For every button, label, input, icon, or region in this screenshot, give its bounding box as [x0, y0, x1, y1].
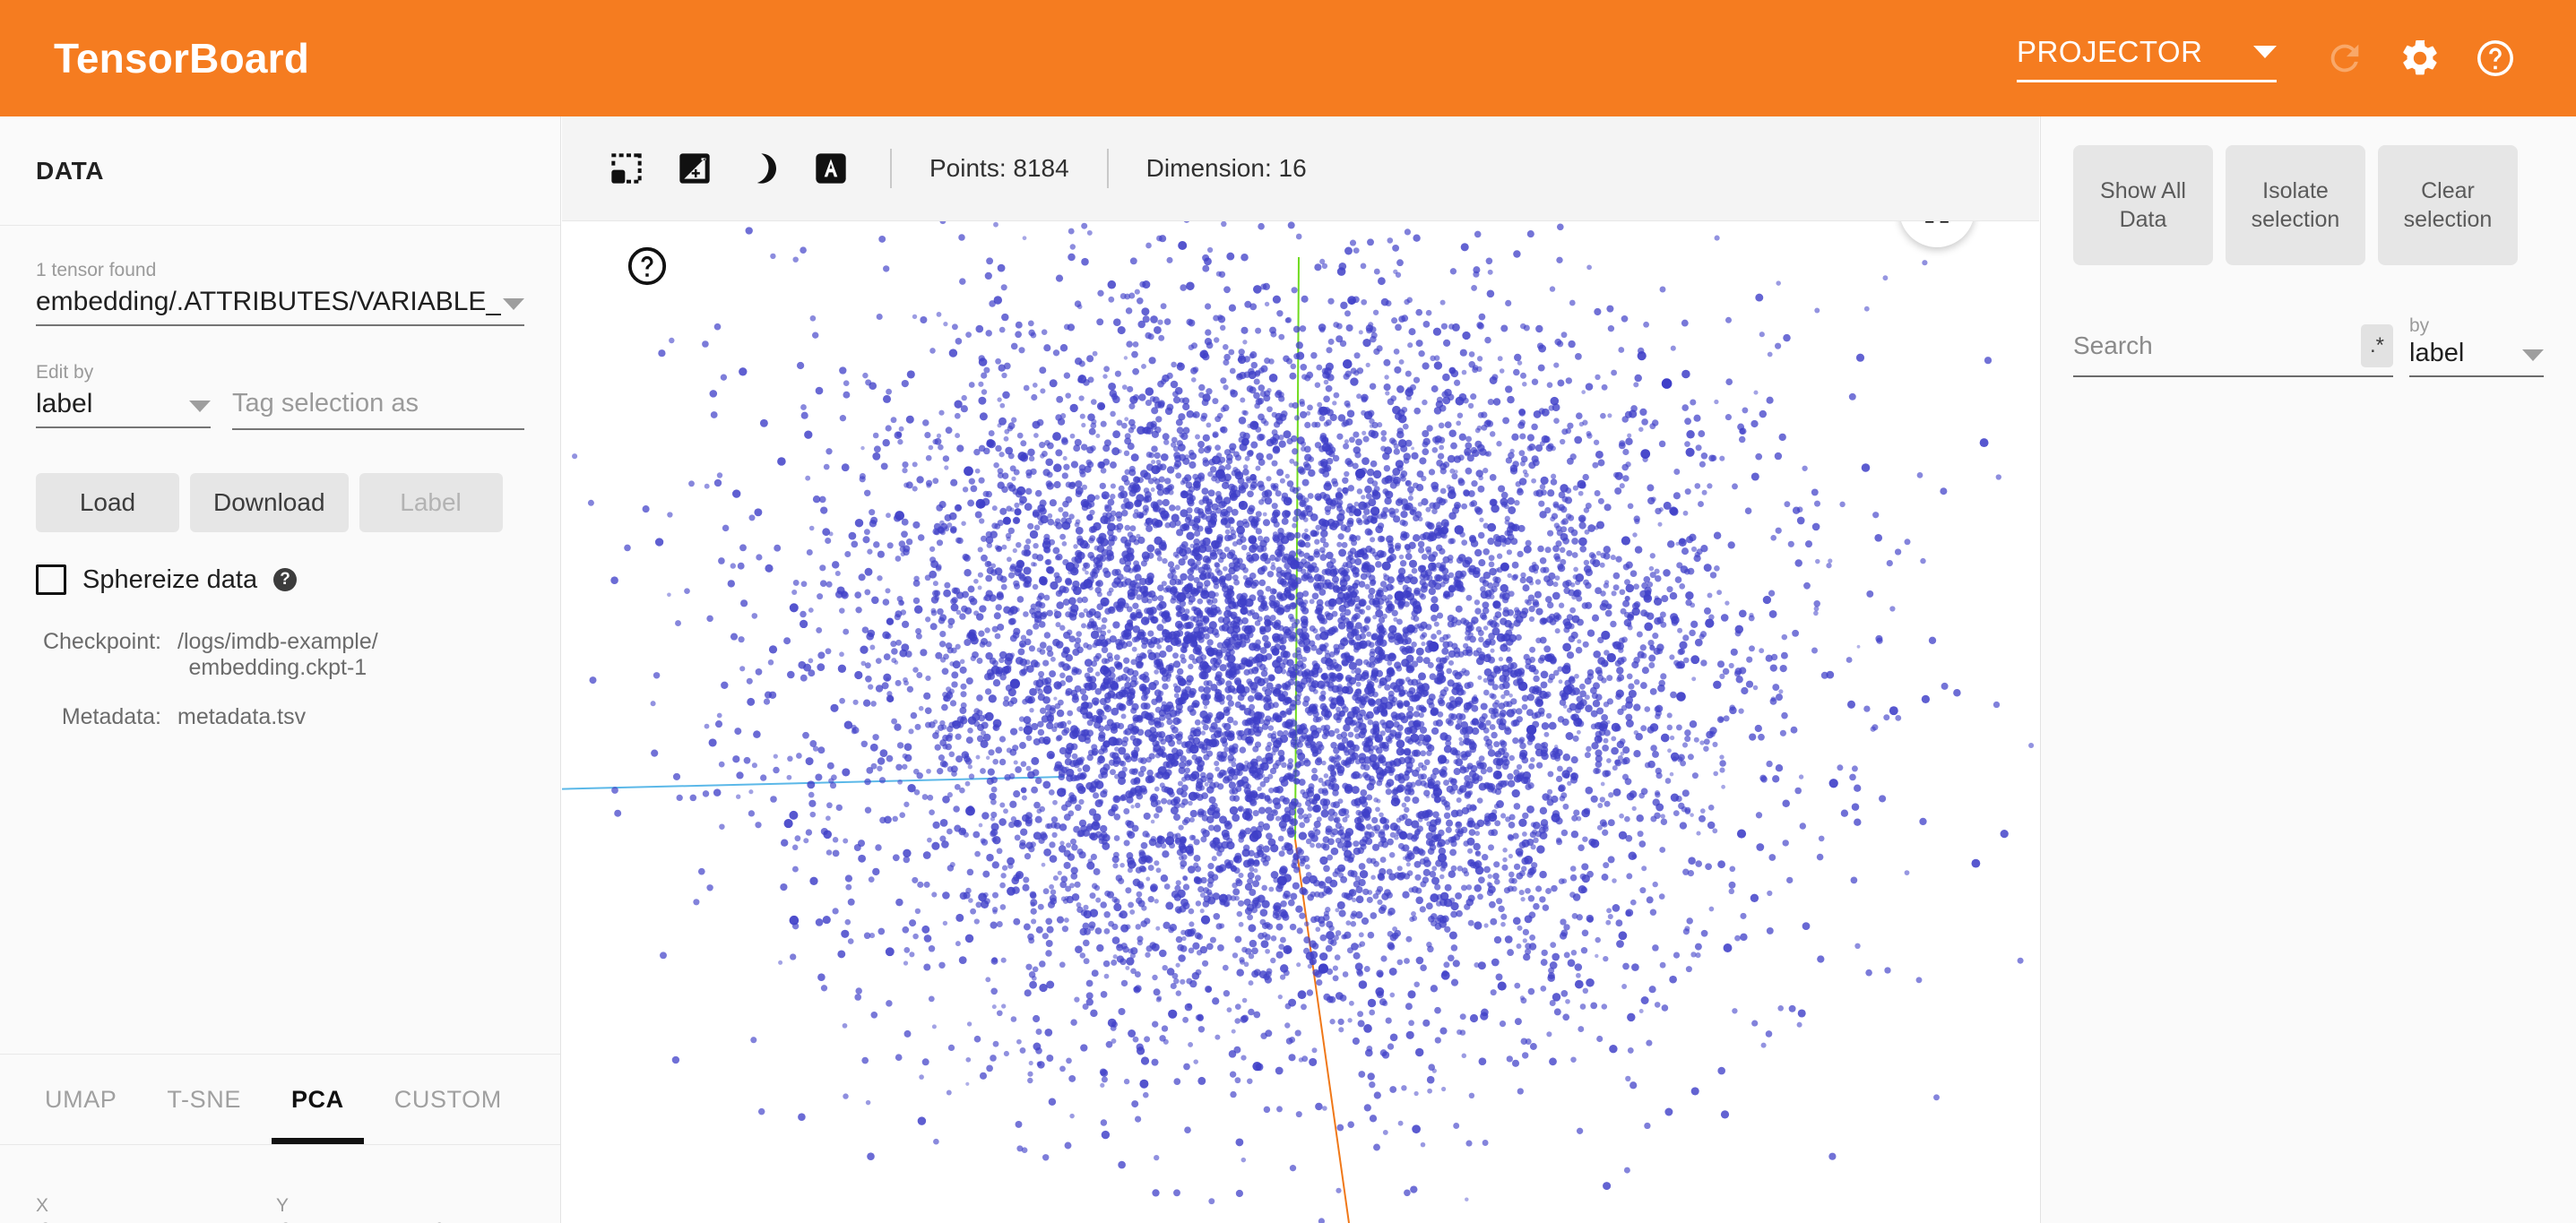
tag-group: Tag selection as	[232, 362, 524, 430]
sphereize-row[interactable]: Sphereize data ?	[36, 564, 524, 595]
dashboard-selector-value: PROJECTOR	[2017, 34, 2203, 68]
search-placeholder: Search	[2073, 332, 2153, 359]
toolbar-divider-2	[1106, 149, 1109, 188]
search-by-caption: by	[2409, 315, 2430, 336]
data-button-row: Load Download Label	[36, 473, 524, 532]
pca-y-selector[interactable]: Component #2	[276, 1219, 491, 1223]
checkpoint-row: Checkpoint: /logs/imdb-example/ embeddin…	[36, 629, 524, 681]
checkpoint-value: /logs/imdb-example/ embedding.ckpt-1	[177, 629, 378, 681]
pca-x-value: Component #1	[36, 1219, 206, 1223]
pca-y-group: Y Component #2	[276, 1195, 491, 1223]
isolate-selection-button[interactable]: Isolate selection	[2226, 145, 2365, 265]
pca-y-value: Component #2	[276, 1219, 446, 1223]
help-circle-icon[interactable]	[627, 245, 668, 287]
sphereize-label: Sphereize data	[82, 564, 258, 594]
search-by-value: label	[2409, 339, 2465, 367]
gear-icon[interactable]	[2382, 21, 2458, 96]
projector-main: Points: 8184 Dimension: 16	[562, 116, 2039, 1223]
tabs-divider	[0, 1144, 560, 1145]
points-count-label: Points: 8184	[929, 154, 1069, 182]
pca-y-caption: Y	[276, 1195, 290, 1216]
toolbar-divider	[890, 149, 892, 188]
editby-selector[interactable]: label	[36, 389, 211, 428]
metadata-key: Metadata:	[61, 704, 161, 729]
reload-icon[interactable]	[2307, 21, 2382, 96]
checkpoint-key: Checkpoint:	[42, 629, 161, 654]
text-label-icon[interactable]	[809, 147, 852, 190]
editby-caption: Edit by	[36, 362, 94, 383]
label-button[interactable]: Label	[359, 473, 503, 532]
tensor-selector[interactable]: embedding/.ATTRIBUTES/VARIABLE_	[36, 287, 524, 326]
tensor-selector-group: 1 tensor found embedding/.ATTRIBUTES/VAR…	[36, 260, 524, 326]
night-mode-icon[interactable]	[741, 147, 784, 190]
selection-panel: Show All Data Isolate selection Clear se…	[2040, 116, 2576, 1223]
pca-x-caption: X	[36, 1195, 49, 1216]
x-axis	[562, 776, 1065, 790]
chevron-down-icon	[2522, 349, 2544, 361]
point-cloud	[572, 221, 2035, 1223]
header-controls: PROJECTOR	[2017, 21, 2576, 96]
z-axis	[1294, 839, 1350, 1223]
select-box-icon[interactable]	[605, 147, 648, 190]
checkpoint-value-line2: embedding.ckpt-1	[188, 655, 367, 680]
search-input[interactable]: Search .*	[2073, 324, 2393, 377]
help-icon[interactable]: ?	[273, 568, 298, 591]
chevron-down-icon	[503, 298, 524, 310]
tab-pca[interactable]: PCA	[266, 1055, 369, 1144]
checkpoint-metadata: Checkpoint: /logs/imdb-example/ embeddin…	[36, 629, 524, 730]
pca-axis-fields: X Component #1 Y Component #2	[0, 1145, 560, 1223]
scatter-points-layer	[562, 221, 2035, 1223]
pca-x-selector[interactable]: Component #1	[36, 1219, 251, 1223]
sphereize-checkbox[interactable]	[36, 564, 66, 595]
app-brand: TensorBoard	[54, 35, 310, 82]
data-controls: 1 tensor found embedding/.ATTRIBUTES/VAR…	[0, 226, 560, 730]
dashboard-selector[interactable]: PROJECTOR	[2017, 35, 2277, 82]
data-section-title: DATA	[0, 116, 560, 226]
tensor-caption: 1 tensor found	[36, 260, 157, 280]
data-sidebar: DATA 1 tensor found embedding/.ATTRIBUTE…	[0, 116, 561, 1223]
dimension-label: Dimension: 16	[1145, 154, 1307, 182]
projector-toolbar: Points: 8184 Dimension: 16	[562, 116, 2039, 221]
show-all-data-button[interactable]: Show All Data	[2073, 145, 2213, 265]
metadata-value: metadata.tsv	[177, 704, 307, 729]
search-by-selector[interactable]: label	[2409, 339, 2544, 377]
tensor-selector-value: embedding/.ATTRIBUTES/VARIABLE_	[36, 287, 502, 316]
editby-value: label	[36, 389, 93, 418]
projection-tabs-wrap: UMAP T-SNE PCA CUSTOM X Component #1 Y	[0, 1054, 560, 1223]
load-button[interactable]: Load	[36, 473, 179, 532]
selection-button-row: Show All Data Isolate selection Clear se…	[2073, 145, 2544, 265]
clear-selection-button[interactable]: Clear selection	[2378, 145, 2518, 265]
tab-custom[interactable]: CUSTOM	[393, 1085, 502, 1113]
scatter-plot-canvas[interactable]	[562, 221, 2039, 1223]
tag-selection-input[interactable]: Tag selection as	[232, 389, 524, 430]
edit-row: Edit by label Tag selection as	[36, 362, 524, 430]
chevron-down-icon	[2253, 45, 2277, 58]
editby-group: Edit by label	[36, 362, 211, 430]
exposure-icon[interactable]	[673, 147, 716, 190]
search-row: Search .* by label	[2073, 315, 2544, 377]
tab-tsne[interactable]: T-SNE	[167, 1085, 241, 1113]
regex-toggle[interactable]: .*	[2361, 324, 2393, 367]
download-button[interactable]: Download	[190, 473, 349, 532]
checkpoint-value-line1: /logs/imdb-example/	[177, 629, 378, 654]
tab-umap[interactable]: UMAP	[45, 1085, 117, 1113]
tag-caption	[232, 362, 524, 383]
metadata-row: Metadata: metadata.tsv	[36, 704, 524, 730]
pca-x-group: X Component #1	[36, 1195, 251, 1223]
projection-tabs: UMAP T-SNE PCA CUSTOM	[0, 1055, 560, 1144]
chevron-down-icon	[189, 400, 211, 412]
app-header: TensorBoard PROJECTOR	[0, 0, 2576, 116]
search-by-group: by label	[2409, 315, 2544, 377]
help-circle-icon[interactable]	[2458, 21, 2533, 96]
